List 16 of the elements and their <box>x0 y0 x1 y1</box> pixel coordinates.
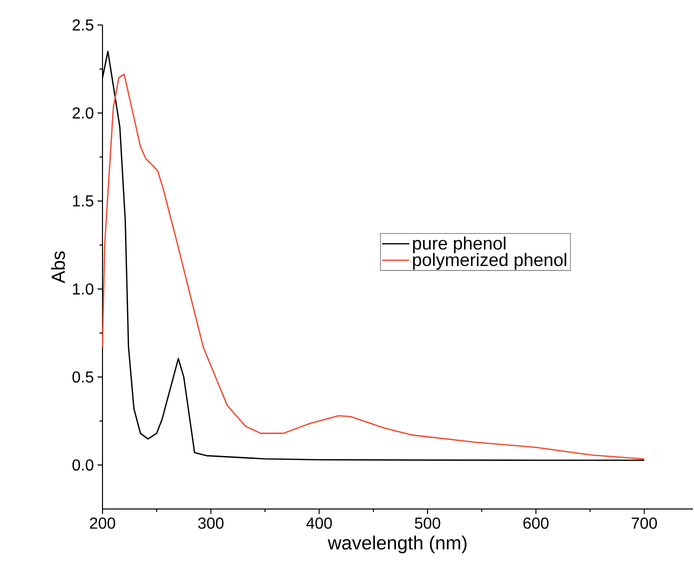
y-tick-label: 2.0 <box>72 107 94 119</box>
x-tick-label: 300 <box>198 518 224 529</box>
y-axis-title: Abs <box>51 251 65 284</box>
legend-label: polymerized phenol <box>413 252 566 270</box>
x-tick-label: 500 <box>414 518 440 529</box>
x-tick-label: 200 <box>90 518 116 529</box>
y-tick-label: 0.0 <box>72 459 94 471</box>
x-tick-label: 400 <box>306 518 332 529</box>
y-tick-label: 0.5 <box>72 371 94 383</box>
x-tick-label: 700 <box>632 518 657 529</box>
legend-label: pure phenol <box>413 236 506 254</box>
y-tick-label: 1.5 <box>73 195 94 207</box>
x-tick-label: 600 <box>523 518 549 529</box>
y-tick-label: 2.5 <box>72 19 94 31</box>
y-tick-label: 1.0 <box>73 283 94 295</box>
x-axis-title: wavelength (nm) <box>328 536 466 554</box>
